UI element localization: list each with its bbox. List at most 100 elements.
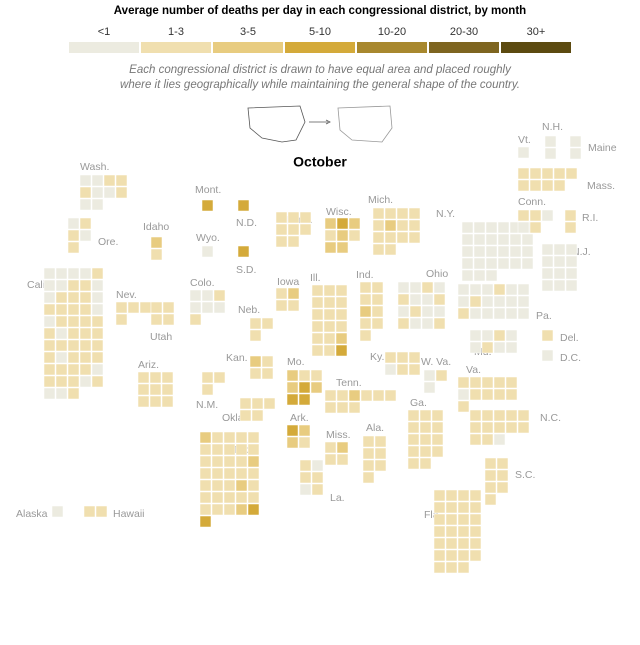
- district-tile: [261, 367, 274, 380]
- district-tile: [91, 339, 104, 352]
- district-tile: [310, 369, 323, 382]
- district-tile: [199, 431, 212, 444]
- district-tile: [336, 241, 349, 254]
- district-tile: [509, 257, 522, 270]
- district-tile: [553, 243, 566, 256]
- district-tile: [237, 199, 250, 212]
- district-tile: [469, 307, 482, 320]
- district-tile: [311, 284, 324, 297]
- district-tile: [162, 301, 175, 314]
- district-tile: [493, 388, 506, 401]
- district-tile: [509, 245, 522, 258]
- state-label: Maine: [588, 142, 617, 154]
- district-tile: [43, 291, 56, 304]
- district-tile: [55, 303, 68, 316]
- district-tile: [91, 363, 104, 376]
- state-label: Ill.: [310, 272, 321, 284]
- district-tile: [433, 501, 446, 514]
- district-tile: [564, 221, 577, 234]
- district-tile: [496, 481, 509, 494]
- district-tile: [433, 537, 446, 550]
- district-tile: [213, 289, 226, 302]
- district-tile: [67, 339, 80, 352]
- district-tile: [79, 375, 92, 388]
- district-tile: [473, 257, 486, 270]
- district-tile: [67, 217, 80, 230]
- district-tile: [469, 283, 482, 296]
- district-tile: [287, 299, 300, 312]
- district-tile: [469, 409, 482, 422]
- district-tile: [335, 332, 348, 345]
- state-label: Ariz.: [138, 359, 159, 371]
- district-tile: [517, 167, 530, 180]
- district-tile: [517, 307, 530, 320]
- district-tile: [481, 283, 494, 296]
- district-tile: [201, 289, 214, 302]
- district-tile: [247, 479, 260, 492]
- district-tile: [433, 549, 446, 562]
- state-label: N.Y.: [436, 208, 455, 220]
- district-tile: [469, 525, 482, 538]
- district-tile: [541, 179, 554, 192]
- district-tile: [348, 217, 361, 230]
- district-tile: [335, 320, 348, 333]
- district-tile: [384, 351, 397, 364]
- district-tile: [286, 369, 299, 382]
- state-label: Conn.: [518, 196, 546, 208]
- district-tile: [286, 381, 299, 394]
- district-tile: [79, 229, 92, 242]
- district-tile: [493, 283, 506, 296]
- district-tile: [485, 233, 498, 246]
- district-tile: [457, 283, 470, 296]
- district-tile: [311, 471, 324, 484]
- state-label: Va.: [466, 364, 481, 376]
- district-tile: [211, 455, 224, 468]
- district-tile: [374, 435, 387, 448]
- district-tile: [286, 393, 299, 406]
- district-tile: [362, 435, 375, 448]
- state-label: Kan.: [226, 352, 248, 364]
- district-tile: [529, 167, 542, 180]
- district-tile: [565, 267, 578, 280]
- district-tile: [235, 503, 248, 516]
- district-tile: [529, 209, 542, 222]
- district-tile: [161, 383, 174, 396]
- district-tile: [359, 293, 372, 306]
- district-tile: [505, 341, 518, 354]
- district-tile: [457, 501, 470, 514]
- district-tile: [211, 479, 224, 492]
- district-tile: [161, 395, 174, 408]
- district-tile: [275, 299, 288, 312]
- district-tile: [79, 186, 92, 199]
- district-tile: [433, 525, 446, 538]
- district-tile: [189, 301, 202, 314]
- district-tile: [469, 489, 482, 502]
- district-tile: [521, 245, 534, 258]
- district-tile: [505, 283, 518, 296]
- district-tile: [323, 284, 336, 297]
- district-tile: [469, 421, 482, 434]
- district-tile: [324, 453, 337, 466]
- district-tile: [213, 371, 226, 384]
- district-tile: [251, 409, 264, 422]
- district-tile: [201, 301, 214, 314]
- district-tile: [43, 279, 56, 292]
- district-tile: [529, 221, 542, 234]
- district-tile: [457, 376, 470, 389]
- district-tile: [541, 279, 554, 292]
- district-tile: [55, 363, 68, 376]
- district-tile: [247, 431, 260, 444]
- district-tile: [517, 221, 530, 234]
- district-tile: [473, 233, 486, 246]
- district-tile: [311, 320, 324, 333]
- district-tile: [79, 339, 92, 352]
- district-tile: [348, 389, 361, 402]
- district-tile: [235, 467, 248, 480]
- district-tile: [565, 255, 578, 268]
- district-tile: [199, 455, 212, 468]
- district-tile: [409, 293, 422, 306]
- district-tile: [485, 269, 498, 282]
- district-tile: [223, 503, 236, 516]
- district-tile: [445, 513, 458, 526]
- district-tile: [409, 317, 422, 330]
